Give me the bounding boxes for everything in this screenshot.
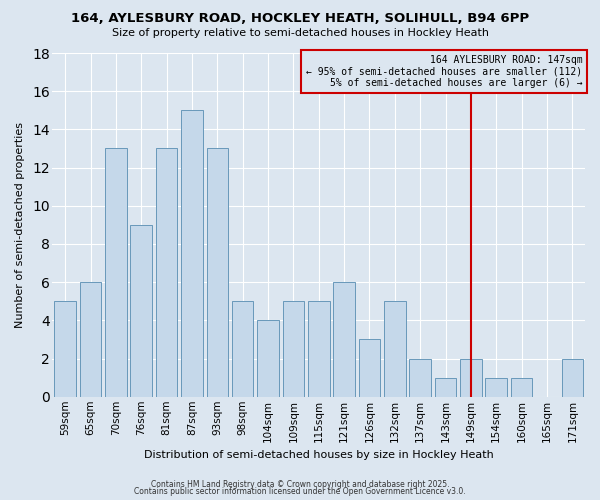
- Bar: [359, 340, 380, 397]
- Bar: [130, 225, 152, 397]
- Bar: [384, 302, 406, 397]
- Text: 164 AYLESBURY ROAD: 147sqm
← 95% of semi-detached houses are smaller (112)
5% of: 164 AYLESBURY ROAD: 147sqm ← 95% of semi…: [306, 54, 583, 88]
- Text: Size of property relative to semi-detached houses in Hockley Heath: Size of property relative to semi-detach…: [112, 28, 488, 38]
- Bar: [181, 110, 203, 397]
- Bar: [308, 302, 329, 397]
- Bar: [80, 282, 101, 397]
- Bar: [409, 358, 431, 397]
- Bar: [55, 302, 76, 397]
- Text: 164, AYLESBURY ROAD, HOCKLEY HEATH, SOLIHULL, B94 6PP: 164, AYLESBURY ROAD, HOCKLEY HEATH, SOLI…: [71, 12, 529, 26]
- Bar: [232, 302, 253, 397]
- Bar: [511, 378, 532, 397]
- Bar: [460, 358, 482, 397]
- Bar: [206, 148, 228, 397]
- X-axis label: Distribution of semi-detached houses by size in Hockley Heath: Distribution of semi-detached houses by …: [144, 450, 494, 460]
- Bar: [156, 148, 178, 397]
- Bar: [562, 358, 583, 397]
- Bar: [257, 320, 279, 397]
- Bar: [334, 282, 355, 397]
- Y-axis label: Number of semi-detached properties: Number of semi-detached properties: [15, 122, 25, 328]
- Bar: [435, 378, 457, 397]
- Text: Contains public sector information licensed under the Open Government Licence v3: Contains public sector information licen…: [134, 488, 466, 496]
- Bar: [485, 378, 507, 397]
- Text: Contains HM Land Registry data © Crown copyright and database right 2025.: Contains HM Land Registry data © Crown c…: [151, 480, 449, 489]
- Bar: [283, 302, 304, 397]
- Bar: [105, 148, 127, 397]
